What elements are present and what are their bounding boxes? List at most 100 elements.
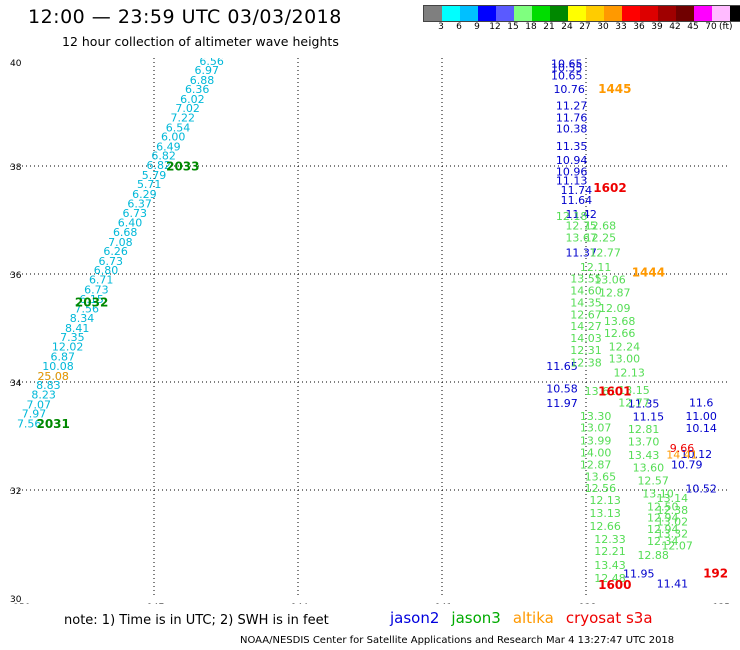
- data-point: 6.26: [103, 245, 128, 258]
- data-point: 10.52: [685, 483, 717, 496]
- data-point: 9.66: [670, 442, 695, 455]
- data-point: 12.18: [556, 210, 588, 223]
- data-point: 13.30: [580, 410, 612, 423]
- data-point: 6.88: [190, 74, 215, 87]
- data-point: 7.97: [22, 408, 47, 421]
- data-point: 6.82: [151, 150, 176, 163]
- data-point: 13.14: [657, 492, 689, 505]
- data-point: 13.68: [604, 315, 636, 328]
- x-corner-right-label: -135: [710, 603, 730, 604]
- data-point: 11.00: [685, 410, 717, 423]
- legend-swatch: [586, 6, 604, 21]
- x-tick-label: -141: [432, 603, 452, 604]
- data-point: 13.00: [609, 353, 641, 366]
- data-point: 13.07: [580, 422, 612, 435]
- legend-unit: (ft): [719, 22, 733, 32]
- x-tick-label: -147: [144, 603, 164, 604]
- satellite-jason3: jason3: [451, 609, 501, 627]
- time-label: 1601: [598, 385, 631, 399]
- data-point: 7.35: [60, 331, 85, 344]
- legend-swatch: [442, 6, 460, 21]
- data-point: 6.73: [123, 207, 148, 220]
- data-point: 12.25: [585, 232, 617, 245]
- data-point: 6.54: [166, 121, 191, 134]
- legend-label: 42: [669, 22, 681, 32]
- data-point: 6.73: [84, 283, 109, 296]
- data-point: 10.08: [42, 360, 74, 373]
- legend-label: 39: [651, 22, 663, 32]
- data-point: 12.50: [647, 501, 679, 514]
- data-point: 14.00: [580, 447, 612, 460]
- y-tick-label: 38: [10, 163, 22, 173]
- legend-label: 3: [438, 22, 444, 32]
- data-point: 11.95: [623, 567, 655, 580]
- legend-swatch: [640, 6, 658, 21]
- legend-swatch: [568, 6, 586, 21]
- data-point: 12.77: [618, 396, 650, 409]
- data-point: 6.49: [156, 140, 181, 153]
- legend-label: 33: [615, 22, 627, 32]
- data-point: 12.38: [570, 356, 602, 369]
- legend-label: 6: [456, 22, 462, 32]
- data-point: 8.34: [70, 312, 95, 325]
- data-point: 6.00: [161, 131, 186, 144]
- data-point: 12.94: [647, 523, 679, 536]
- data-point: 12.87: [599, 287, 631, 300]
- time-label: 1444: [632, 266, 665, 280]
- data-point: 13.55: [570, 273, 602, 286]
- y-tick-label: 32: [10, 487, 21, 497]
- data-point: 11.35: [628, 397, 660, 410]
- data-point: 12.68: [585, 220, 617, 233]
- data-point: 6.40: [118, 216, 143, 229]
- data-point: 13.02: [657, 516, 689, 529]
- time-label: 2033: [166, 159, 199, 173]
- data-point: 10.58: [546, 382, 578, 395]
- data-point: 12.38: [657, 504, 689, 517]
- legend-label: 30: [597, 22, 609, 32]
- data-point: 14.41: [666, 449, 698, 462]
- data-point: 13.43: [594, 559, 626, 572]
- color-legend-bar: [423, 5, 740, 22]
- data-point: 6.71: [89, 274, 114, 287]
- data-point: 6.36: [185, 83, 210, 96]
- data-point: 10.65: [551, 58, 583, 71]
- legend-swatch: [730, 6, 740, 21]
- data-point: 7.08: [108, 236, 133, 249]
- legend-label: 9: [474, 22, 480, 32]
- data-point: 10.38: [556, 123, 588, 136]
- legend-label: 70: [705, 22, 717, 32]
- legend-label: 18: [525, 22, 537, 32]
- data-point: 10.55: [551, 62, 583, 75]
- data-point: 13.13: [589, 507, 621, 520]
- y-tick-label: 40: [10, 59, 22, 69]
- data-point: 11.74: [561, 184, 593, 197]
- data-point: 13.65: [585, 470, 617, 483]
- time-label: 1602: [593, 181, 626, 195]
- data-point: 5.79: [142, 169, 167, 182]
- data-point: 13.60: [633, 462, 665, 475]
- legend-label: 15: [507, 22, 519, 32]
- data-point: 12.56: [585, 482, 617, 495]
- x-tick-label: -138: [576, 603, 597, 604]
- data-point: 7.56: [75, 302, 100, 315]
- data-point: 13.06: [594, 274, 626, 287]
- legend-swatch: [460, 6, 478, 21]
- data-point: 13.99: [580, 435, 612, 448]
- data-point: 12.48: [594, 572, 626, 585]
- data-point: 6.73: [99, 255, 124, 268]
- data-point: 11.64: [561, 194, 593, 207]
- data-point: 12.57: [637, 475, 669, 488]
- data-point: 11.97: [546, 397, 578, 410]
- satellite-jason2: jason2: [390, 609, 440, 627]
- legend-swatch: [514, 6, 532, 21]
- time-label: 2031: [36, 417, 69, 431]
- data-point: 13.15: [618, 384, 650, 397]
- data-point: 14.60: [570, 285, 602, 298]
- data-point: 6.02: [180, 93, 205, 106]
- data-point: 6.82: [147, 159, 172, 172]
- data-point: 13.32: [657, 528, 689, 541]
- data-point: 11.41: [657, 578, 689, 591]
- data-point: 14.03: [570, 332, 602, 345]
- data-point: 12.87: [580, 458, 612, 471]
- legend-label: 27: [579, 22, 591, 32]
